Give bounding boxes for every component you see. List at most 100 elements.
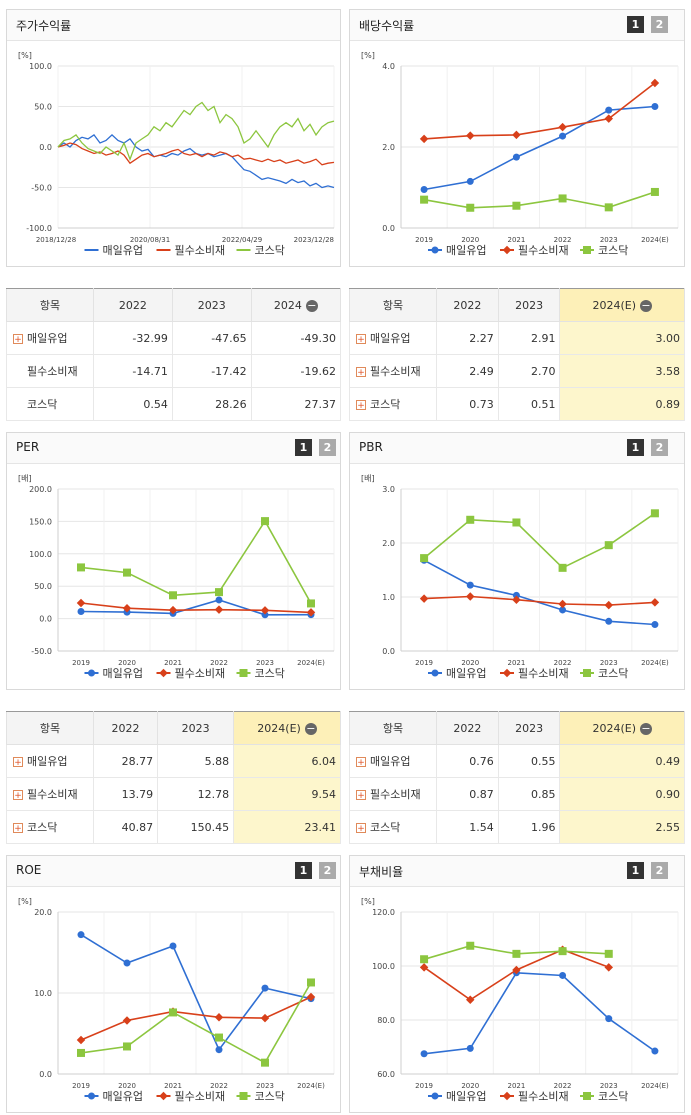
page-2-button[interactable]: 2 [651, 862, 668, 879]
series-line-pilsu [80, 996, 312, 1041]
data-point-pilsu [466, 592, 475, 601]
legend-marker [159, 1091, 168, 1101]
data-point-maeil [651, 1047, 659, 1055]
data-point-kosdaq [558, 947, 567, 956]
data-point-pilsu [419, 594, 429, 603]
dividend-yield-chart: [%] 4.0 2.0 0.0 2019 2020 2021 2022 2023 2024(E) 매… [361, 51, 679, 257]
table-row: + 코스닥 0.73 0.51 0.89 [349, 387, 685, 421]
row-label: 코스닥 [370, 821, 401, 834]
expand-icon[interactable]: + [356, 823, 366, 834]
data-point-pilsu [306, 992, 316, 1002]
row-label-cell: 필수소비재 [6, 354, 94, 388]
legend-marker [583, 1092, 591, 1100]
value-cell: 2.55 [559, 810, 685, 844]
collapse-icon[interactable]: − [304, 721, 317, 735]
page-2-button[interactable]: 2 [651, 16, 668, 33]
table-header-row: 항목 2022 2023 2024− [6, 288, 342, 322]
row-label: 코스닥 [27, 398, 58, 411]
value-cell: -32.99 [93, 321, 173, 355]
x-tick-label: 2022/04/29 [222, 236, 262, 244]
expand-icon[interactable]: + [13, 823, 23, 834]
panel-header: PBR 1 2 [350, 433, 684, 464]
data-point-pilsu [260, 606, 270, 615]
page-2-button[interactable]: 2 [651, 439, 668, 456]
expand-icon[interactable]: + [356, 757, 366, 768]
page-1-button[interactable]: 1 [627, 16, 644, 33]
column-header-label: 2023 [515, 721, 544, 735]
data-point-maeil [605, 106, 613, 114]
table-header-row: 항목 2022 2023 2024(E) − [349, 711, 685, 745]
column-header-label: 2022 [118, 298, 147, 312]
row-label: 필수소비재 [370, 788, 421, 801]
x-tick-label: 2020 [461, 1082, 479, 1090]
data-point-pilsu [604, 963, 613, 972]
collapse-icon[interactable]: − [640, 298, 652, 312]
panel-title: 부채비율 [359, 865, 404, 879]
legend-marker [502, 668, 512, 678]
x-tick-label: 2018/12/28 [36, 236, 76, 244]
expand-icon[interactable]: + [356, 367, 366, 378]
page-1-button[interactable]: 1 [295, 439, 312, 456]
page-1-button[interactable]: 1 [627, 862, 644, 879]
value-cell: 28.26 [171, 387, 252, 421]
table-row: + 필수소비재 13.79 12.78 9.54 [6, 777, 341, 811]
row-label-cell: + 매일유업 [6, 744, 94, 778]
row-label: 필수소비재 [27, 788, 78, 801]
value-cell: 5.88 [157, 744, 235, 778]
row-label-cell: + 코스닥 [349, 810, 437, 844]
panel-header: 주가수익률 [7, 10, 340, 41]
expand-icon[interactable]: + [13, 334, 23, 345]
column-header-label: 2024 [273, 298, 302, 312]
collapse-icon[interactable]: − [640, 721, 652, 735]
data-point-pilsu [419, 963, 429, 972]
page-1-button[interactable]: 1 [295, 862, 312, 879]
stock-return-table: 항목 2022 2023 2024− + 매일유업 -32.99 -47.65 -49.30 필수… [6, 288, 342, 421]
page-1-button[interactable]: 1 [627, 439, 644, 456]
expand-icon[interactable]: + [13, 757, 23, 768]
value-cell: 2.70 [497, 354, 561, 388]
table-row: + 매일유업 -32.99 -47.65 -49.30 [6, 321, 342, 355]
x-tick-label: 2023 [600, 1082, 618, 1090]
table-header-row: 항목 2022 2023 2024(E) − [6, 711, 341, 745]
data-point-kosdaq [512, 201, 521, 210]
expand-icon[interactable]: + [356, 790, 366, 801]
value-cell: -14.71 [93, 354, 173, 388]
collapse-icon[interactable]: − [305, 298, 318, 312]
column-header: 2024− [250, 288, 342, 322]
legend-label-pilsu: 필수소비재 [175, 244, 226, 257]
panel-title: PER [16, 440, 40, 454]
column-header: 2022 [436, 711, 499, 745]
column-header: 2023 [497, 288, 561, 322]
page-2-button[interactable]: 2 [319, 862, 336, 879]
value-cell: 0.90 [559, 777, 685, 811]
value-cell: 150.45 [157, 810, 235, 844]
data-point-kosdaq [558, 194, 567, 203]
expand-icon[interactable]: + [356, 400, 366, 411]
row-label: 코스닥 [27, 821, 58, 834]
data-point-kosdaq [466, 941, 475, 950]
chart-panel-stock-return: 주가수익률 [%] 100.0 50.0 0.0 -50.0 -100.0 2018/12/… [6, 9, 341, 267]
x-tick-label: 2019 [72, 1082, 90, 1090]
value-cell: 9.54 [233, 777, 341, 811]
legend-label-kosdaq: 코스닥 [255, 244, 285, 257]
row-label: 필수소비재 [27, 365, 78, 378]
y-tick-label: 0.0 [382, 224, 395, 233]
value-cell: 0.54 [93, 387, 173, 421]
y-tick-label: -100.0 [26, 224, 52, 233]
legend-label-kosdaq: 코스닥 [598, 244, 628, 257]
roe-chart: [%]20.0 10.0 0.0 2019 2020 2021 2022 2023 2024(E… [18, 897, 335, 1103]
expand-icon[interactable]: + [13, 790, 23, 801]
row-label-cell: + 매일유업 [6, 321, 94, 355]
legend-marker [239, 669, 248, 677]
x-tick-label: 2022 [554, 236, 572, 244]
x-tick-label: 2021 [508, 659, 526, 667]
x-tick-label: 2023 [256, 659, 274, 667]
row-label: 매일유업 [27, 755, 68, 768]
data-point-kosdaq [123, 568, 131, 577]
panel-header: ROE 1 2 [7, 856, 340, 887]
data-point-kosdaq [215, 1033, 223, 1042]
series-line-kosdaq [423, 191, 656, 209]
expand-icon[interactable]: + [356, 334, 366, 345]
page-2-button[interactable]: 2 [319, 439, 336, 456]
value-cell: 0.89 [559, 387, 685, 421]
